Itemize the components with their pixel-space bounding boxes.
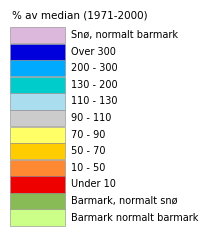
Bar bbox=[10, 44, 65, 60]
Text: 50 - 70: 50 - 70 bbox=[71, 146, 106, 156]
Text: 200 - 300: 200 - 300 bbox=[71, 63, 118, 73]
Text: 90 - 110: 90 - 110 bbox=[71, 113, 111, 123]
Bar bbox=[10, 110, 65, 126]
Bar bbox=[10, 27, 65, 43]
Text: % av median (1971-2000): % av median (1971-2000) bbox=[12, 10, 148, 20]
Bar bbox=[10, 210, 65, 226]
Text: 110 - 130: 110 - 130 bbox=[71, 96, 118, 106]
Text: Over 300: Over 300 bbox=[71, 47, 116, 57]
Text: 10 - 50: 10 - 50 bbox=[71, 163, 105, 173]
Bar bbox=[10, 93, 65, 110]
Text: Under 10: Under 10 bbox=[71, 179, 116, 189]
Bar bbox=[10, 126, 65, 143]
Text: Snø, normalt barmark: Snø, normalt barmark bbox=[71, 30, 178, 40]
Bar bbox=[10, 143, 65, 159]
Text: Barmark normalt barmark: Barmark normalt barmark bbox=[71, 212, 198, 222]
Text: 130 - 200: 130 - 200 bbox=[71, 80, 118, 90]
Text: Barmark, normalt snø: Barmark, normalt snø bbox=[71, 196, 177, 206]
Bar bbox=[10, 176, 65, 192]
Bar bbox=[10, 160, 65, 176]
Bar bbox=[10, 60, 65, 76]
Text: 70 - 90: 70 - 90 bbox=[71, 130, 105, 140]
Bar bbox=[10, 77, 65, 93]
Bar bbox=[10, 193, 65, 209]
